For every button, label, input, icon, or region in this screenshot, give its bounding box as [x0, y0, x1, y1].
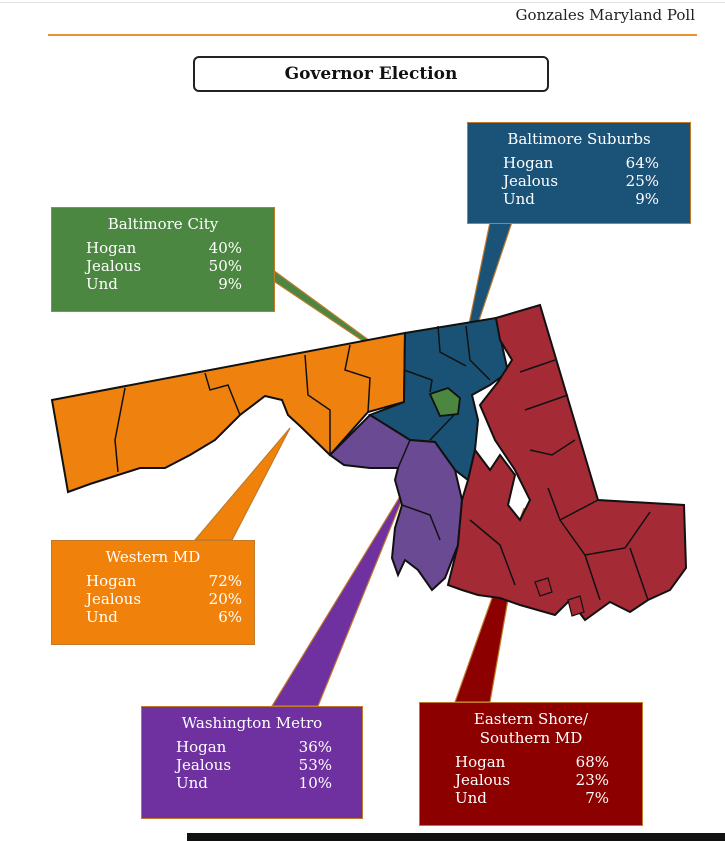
- region-name: Washington Metro: [181, 714, 323, 732]
- percent-value: 9%: [635, 190, 659, 208]
- callout-baltimore-city: Baltimore City Hogan 40% Jealous 50% Und 9%: [51, 207, 275, 312]
- candidate-label: Hogan: [176, 738, 227, 756]
- percent-value: 36%: [298, 738, 332, 756]
- percent-value: 53%: [298, 756, 332, 774]
- eastern-county-lines: [469, 359, 651, 601]
- baltimore-county-lines: [403, 325, 491, 441]
- percent-value: 72%: [208, 572, 242, 590]
- region-western-md: [50, 331, 407, 494]
- candidate-label: Und: [86, 608, 118, 626]
- region-name: Baltimore Suburbs: [507, 130, 651, 148]
- top-border: [0, 2, 725, 3]
- candidate-label: Jealous: [86, 590, 142, 608]
- map-title: Governor Election: [193, 56, 549, 92]
- callout-western-md: Western MD Hogan 72% Jealous 20% Und 6%: [51, 540, 255, 645]
- percent-value: 64%: [625, 154, 659, 172]
- region-baltimore-city: [428, 386, 461, 417]
- percent-value: 20%: [208, 590, 242, 608]
- percent-value: 68%: [575, 753, 609, 771]
- candidate-label: Hogan: [503, 154, 554, 172]
- poll-name: Gonzales Maryland Poll: [515, 6, 696, 24]
- bottom-bar: [187, 833, 725, 841]
- region-washington-metro: [328, 413, 464, 592]
- candidate-label: Jealous: [503, 172, 559, 190]
- region-name-line1: Eastern Shore/: [473, 710, 589, 728]
- percent-value: 23%: [575, 771, 609, 789]
- region-name: Baltimore City: [107, 215, 219, 233]
- region-name: Western MD: [105, 548, 201, 566]
- candidate-label: Jealous: [176, 756, 232, 774]
- percent-value: 25%: [625, 172, 659, 190]
- candidate-label: Hogan: [455, 753, 506, 771]
- percent-value: 10%: [298, 774, 332, 792]
- callout-baltimore-suburbs: Baltimore Suburbs Hogan 64% Jealous 25% Un…: [467, 122, 691, 224]
- candidate-label: Und: [455, 789, 487, 807]
- callout-washington-metro: Washington Metro Hogan 36% Jealous 53% Und…: [141, 706, 363, 819]
- candidate-label: Hogan: [86, 239, 137, 257]
- western-county-lines: [114, 344, 371, 473]
- percent-value: 6%: [218, 608, 242, 626]
- pointer-washington-metro: [270, 479, 411, 707]
- percent-value: 40%: [208, 239, 242, 257]
- island: [534, 577, 553, 597]
- island: [567, 595, 585, 617]
- candidate-label: Jealous: [455, 771, 511, 789]
- pointer-western-md: [193, 427, 291, 541]
- metro-county-lines: [397, 439, 441, 541]
- candidate-label: Und: [86, 275, 118, 293]
- percent-value: 9%: [218, 275, 242, 293]
- region-name: Eastern Shore/ Southern MD: [420, 703, 642, 748]
- candidate-label: Hogan: [86, 572, 137, 590]
- percent-value: 50%: [208, 257, 242, 275]
- region-eastern-shore: [446, 303, 688, 622]
- candidate-label: Jealous: [86, 257, 142, 275]
- percent-value: 7%: [585, 789, 609, 807]
- callout-eastern-shore: Eastern Shore/ Southern MD Hogan 68% Jeal…: [419, 702, 643, 826]
- header-rule: [48, 34, 697, 36]
- candidate-label: Und: [503, 190, 535, 208]
- candidate-label: Und: [176, 774, 208, 792]
- region-name-line2: Southern MD: [479, 729, 583, 747]
